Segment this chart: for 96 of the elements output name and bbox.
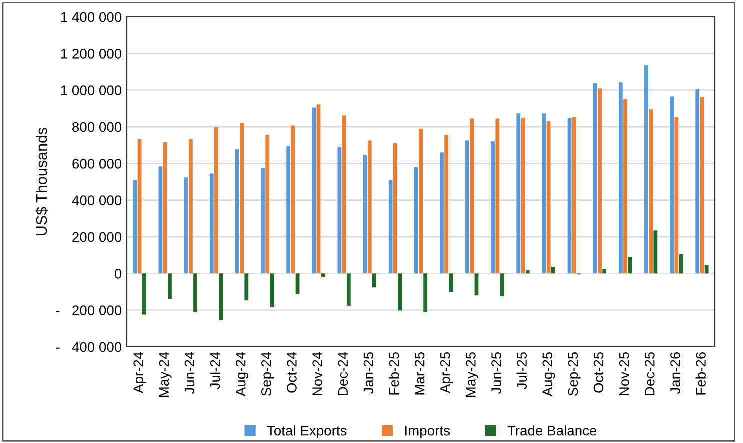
bar	[338, 146, 342, 274]
bar	[235, 149, 240, 274]
bar	[491, 142, 496, 274]
bar	[266, 135, 270, 274]
x-tick-label: Apr-24	[134, 352, 146, 394]
legend-label: Imports	[405, 426, 450, 439]
bar	[291, 126, 296, 274]
bar	[388, 180, 393, 274]
x-tick-label: May-25	[466, 352, 479, 398]
bar	[210, 174, 214, 274]
bar	[598, 88, 602, 274]
bar	[649, 109, 654, 274]
bar	[342, 116, 346, 274]
bar	[163, 142, 168, 274]
x-tick-label: Feb-25	[388, 352, 400, 395]
bar	[551, 267, 556, 274]
y-tick-label: 200 000	[72, 232, 122, 242]
bar	[444, 135, 449, 274]
bar	[628, 257, 632, 274]
bar	[474, 274, 479, 296]
y-tick-label: 1 200 000	[61, 49, 122, 59]
x-tick-label: Mar-25	[414, 352, 425, 395]
bar	[321, 274, 326, 277]
legend-label: Total Exports	[267, 426, 347, 439]
bar	[470, 118, 474, 274]
x-tick-label: May-24	[159, 352, 172, 398]
bar	[398, 274, 402, 311]
legend-label: Trade Balance	[508, 426, 597, 436]
bar	[654, 230, 658, 274]
bar	[194, 274, 198, 312]
y-tick-label: - 400 000	[56, 342, 122, 352]
bar	[516, 114, 521, 274]
bar	[414, 167, 418, 274]
bar	[496, 118, 500, 274]
x-tick-label: Oct-24	[287, 352, 297, 393]
x-tick-label: Nov-25	[619, 352, 630, 396]
x-tick-label: Dec-25	[644, 352, 655, 396]
bar	[593, 83, 598, 274]
bar	[674, 117, 679, 274]
bar	[670, 96, 674, 274]
bar	[346, 274, 351, 306]
x-tick-label: Apr-25	[440, 352, 454, 394]
x-tick-label: Jan-26	[670, 352, 680, 394]
bar	[424, 274, 428, 312]
x-tick-label: Oct-25	[594, 352, 604, 393]
bar	[168, 274, 172, 299]
bar	[214, 127, 218, 274]
bar	[618, 82, 623, 274]
bar	[133, 180, 138, 274]
bar	[312, 108, 316, 274]
bar	[368, 140, 372, 274]
x-tick-label: Feb-26	[696, 352, 706, 395]
y-tick-label: 1 000 000	[61, 86, 122, 96]
bar	[696, 90, 700, 274]
bar	[372, 274, 376, 288]
x-tick-label: Nov-24	[312, 352, 322, 396]
x-tick-label: Jul-25	[516, 352, 527, 390]
bar	[261, 168, 265, 274]
bar	[244, 274, 249, 301]
x-tick-label: Sep-24	[262, 352, 274, 396]
x-tick-label: Jul-24	[210, 352, 220, 390]
bar	[419, 129, 423, 274]
x-tick-label: Dec-24	[338, 352, 348, 396]
bar	[500, 274, 504, 297]
x-tick-label: Aug-24	[236, 352, 249, 397]
bar	[644, 65, 648, 274]
x-tick-label: Aug-25	[542, 352, 556, 397]
bar	[572, 117, 576, 274]
bar	[393, 143, 398, 274]
bar	[602, 269, 607, 274]
y-tick-label: 400 000	[72, 196, 122, 206]
bar	[270, 274, 274, 308]
x-tick-label: Jan-25	[364, 352, 374, 394]
y-tick-label: 0	[114, 269, 122, 279]
y-tick-label: - 200 000	[56, 306, 122, 316]
bar	[184, 178, 188, 274]
bar	[624, 99, 628, 274]
bar	[546, 121, 551, 274]
bar	[188, 139, 193, 274]
bar	[286, 146, 291, 274]
x-tick-label: Sep-25	[568, 352, 581, 396]
x-tick-label: Jun-24	[184, 352, 195, 394]
bar	[240, 123, 244, 274]
bar	[440, 152, 444, 274]
bar	[296, 274, 300, 294]
y-axis-title: US$ Thousands	[36, 128, 48, 236]
bar	[704, 265, 709, 274]
bar	[449, 274, 454, 292]
bar	[142, 274, 146, 315]
bar	[466, 140, 470, 274]
y-tick-label: 600 000	[72, 159, 122, 169]
bar	[219, 274, 224, 320]
y-tick-label: 1 400 000	[61, 12, 122, 22]
bar	[526, 270, 530, 274]
x-tick-label: Jun-25	[492, 352, 502, 394]
y-tick-label: 800 000	[72, 122, 122, 132]
